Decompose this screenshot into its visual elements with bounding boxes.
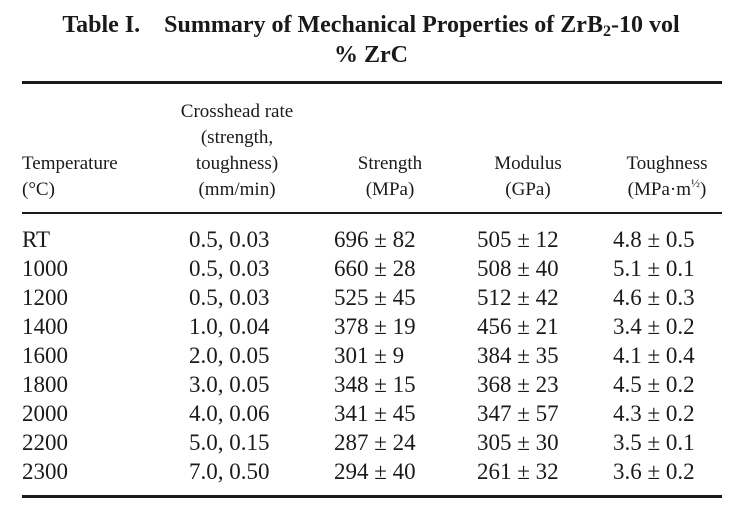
title-line-1: Table I. Summary of Mechanical Properties… [0,10,742,40]
table-row: 2000 4.0, 0.06 341 ± 45 347 ± 57 4.3 ± 0… [0,399,742,428]
cell-crosshead-rate: 4.0, 0.06 [189,401,270,426]
cell-temperature: RT [22,227,51,252]
cell-temperature: 1200 [22,285,68,310]
cell-crosshead-rate: 2.0, 0.05 [189,343,270,368]
table-row: 1200 0.5, 0.03 525 ± 45 512 ± 42 4.6 ± 0… [0,283,742,312]
header-line: Toughness [626,153,708,174]
cell-toughness: 3.5 ± 0.1 [613,430,695,455]
header-line: (MPa) [365,179,415,200]
cell-toughness: 4.8 ± 0.5 [613,227,695,252]
cell-toughness: 4.5 ± 0.2 [613,372,695,397]
top-rule [22,81,722,84]
cell-crosshead-rate: 0.5, 0.03 [189,227,270,252]
cell-modulus: 347 ± 57 [477,401,559,426]
header-line: (°C) [22,179,55,200]
bottom-rule [22,495,722,498]
table-title: Table I. Summary of Mechanical Properties… [0,10,742,70]
table-row: 2300 7.0, 0.50 294 ± 40 261 ± 32 3.6 ± 0… [0,457,742,486]
header-line: (GPa) [505,179,551,200]
table-label: Table I. [62,12,141,38]
header-line: Temperature [22,153,118,174]
cell-toughness: 5.1 ± 0.1 [613,256,695,281]
cell-strength: 287 ± 24 [334,430,416,455]
header-modulus: Modulus (GPa) [468,151,588,203]
cell-strength: 341 ± 45 [334,401,416,426]
header-line: toughness) [195,153,279,174]
cell-toughness: 3.4 ± 0.2 [613,314,695,339]
header-line: Strength [357,153,423,174]
cell-strength: 348 ± 15 [334,372,416,397]
table-row: 1600 2.0, 0.05 301 ± 9 384 ± 35 4.1 ± 0.… [0,341,742,370]
cell-modulus: 368 ± 23 [477,372,559,397]
table-row: 2200 5.0, 0.15 287 ± 24 305 ± 30 3.5 ± 0… [0,428,742,457]
cell-temperature: 1000 [22,256,68,281]
table-row: 1000 0.5, 0.03 660 ± 28 508 ± 40 5.1 ± 0… [0,254,742,283]
cell-strength: 301 ± 9 [334,343,405,368]
cell-temperature: 1400 [22,314,68,339]
header-temperature: Temperature (°C) [22,151,118,203]
cell-crosshead-rate: 3.0, 0.05 [189,372,270,397]
cell-strength: 660 ± 28 [334,256,416,281]
title-text-a: Summary of Mechanical Properties of ZrB [164,12,603,38]
cell-temperature: 1800 [22,372,68,397]
cell-modulus: 305 ± 30 [477,430,559,455]
cell-modulus: 384 ± 35 [477,343,559,368]
cell-crosshead-rate: 0.5, 0.03 [189,256,270,281]
cell-toughness: 3.6 ± 0.2 [613,459,695,484]
header-line: (mm/min) [198,179,276,200]
unit-text: ) [700,179,707,200]
cell-strength: 294 ± 40 [334,459,416,484]
table-row: 1800 3.0, 0.05 348 ± 15 368 ± 23 4.5 ± 0… [0,370,742,399]
cell-modulus: 505 ± 12 [477,227,559,252]
title-text-b: -10 vol [610,12,680,38]
cell-strength: 378 ± 19 [334,314,416,339]
cell-modulus: 261 ± 32 [477,459,559,484]
table-row: 1400 1.0, 0.04 378 ± 19 456 ± 21 3.4 ± 0… [0,312,742,341]
header-strength: Strength (MPa) [330,151,450,203]
cell-crosshead-rate: 0.5, 0.03 [189,285,270,310]
cell-modulus: 512 ± 42 [477,285,559,310]
header-rule [22,212,722,214]
header-line: Crosshead rate [180,101,294,122]
header-crosshead-rate: Crosshead rate (strength, toughness) (mm… [162,99,312,203]
header-toughness: Toughness (MPa·m½) [602,151,732,203]
cell-modulus: 456 ± 21 [477,314,559,339]
cell-crosshead-rate: 7.0, 0.50 [189,459,270,484]
table-row: RT 0.5, 0.03 696 ± 82 505 ± 12 4.8 ± 0.5 [0,225,742,254]
cell-crosshead-rate: 5.0, 0.15 [189,430,270,455]
title-subscript: 2 [602,23,611,40]
header-line: (MPa·m½) [602,177,732,203]
cell-temperature: 2300 [22,459,68,484]
cell-toughness: 4.1 ± 0.4 [613,343,695,368]
cell-temperature: 1600 [22,343,68,368]
cell-strength: 525 ± 45 [334,285,416,310]
cell-temperature: 2200 [22,430,68,455]
unit-text: (MPa·m [627,179,691,200]
header-line: Modulus [494,153,562,174]
cell-temperature: 2000 [22,401,68,426]
header-line: (strength, [200,127,274,148]
unit-exponent: ½ [691,176,700,190]
cell-strength: 696 ± 82 [334,227,416,252]
cell-crosshead-rate: 1.0, 0.04 [189,314,270,339]
title-line-2: % ZrC [334,42,408,68]
cell-toughness: 4.3 ± 0.2 [613,401,695,426]
cell-modulus: 508 ± 40 [477,256,559,281]
cell-toughness: 4.6 ± 0.3 [613,285,695,310]
